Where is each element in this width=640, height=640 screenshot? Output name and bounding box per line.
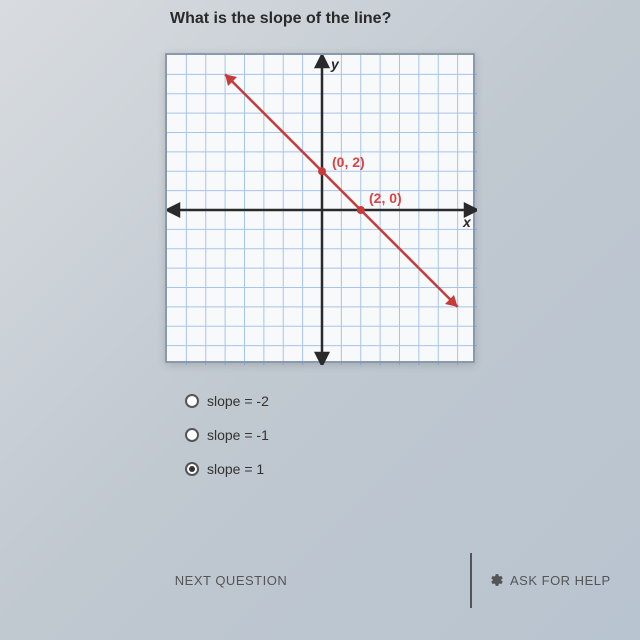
point-0-2 bbox=[318, 167, 326, 175]
option-2[interactable]: slope = 1 bbox=[185, 461, 590, 477]
question-text: What is the slope of the line? bbox=[170, 10, 590, 28]
point-label-2-0: (2, 0) bbox=[369, 190, 402, 206]
option-label: slope = 1 bbox=[207, 461, 264, 477]
ask-for-help-button[interactable]: ASK FOR HELP bbox=[480, 573, 640, 588]
option-1[interactable]: slope = -1 bbox=[185, 427, 590, 443]
footer-divider bbox=[470, 553, 472, 608]
graph-svg: y x (0, 2) (2, 0) bbox=[167, 55, 477, 365]
next-label: NEXT QUESTION bbox=[175, 573, 287, 588]
point-2-0 bbox=[357, 206, 365, 214]
help-label: ASK FOR HELP bbox=[510, 573, 611, 588]
footer-bar: NEXT QUESTION ASK FOR HELP bbox=[0, 550, 640, 610]
option-label: slope = -2 bbox=[207, 393, 269, 409]
graph-wrapper: y x (0, 2) (2, 0) bbox=[50, 53, 590, 363]
next-question-button[interactable]: NEXT QUESTION bbox=[0, 573, 462, 588]
radio-icon bbox=[185, 394, 199, 408]
y-axis-label: y bbox=[330, 56, 340, 72]
option-0[interactable]: slope = -2 bbox=[185, 393, 590, 409]
point-label-0-2: (0, 2) bbox=[332, 154, 365, 170]
gear-icon bbox=[490, 573, 504, 587]
radio-icon bbox=[185, 462, 199, 476]
option-label: slope = -1 bbox=[207, 427, 269, 443]
answer-options: slope = -2 slope = -1 slope = 1 bbox=[185, 393, 590, 477]
quiz-container: What is the slope of the line? bbox=[0, 0, 640, 477]
radio-icon bbox=[185, 428, 199, 442]
axes bbox=[167, 55, 477, 365]
coordinate-graph: y x (0, 2) (2, 0) bbox=[165, 53, 475, 363]
x-axis-label: x bbox=[462, 214, 472, 230]
